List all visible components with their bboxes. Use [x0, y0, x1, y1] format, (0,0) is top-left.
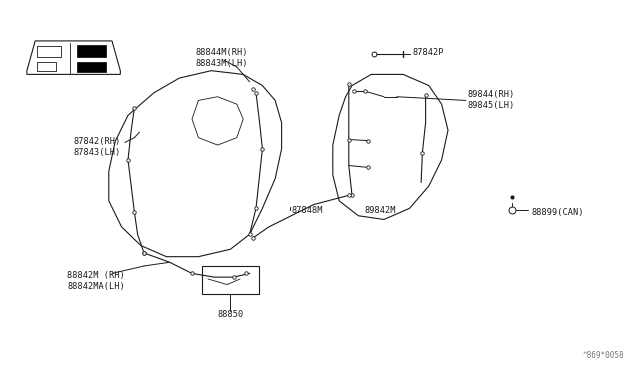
Text: 89844(RH)
89845(LH): 89844(RH) 89845(LH)	[467, 90, 515, 110]
Text: 89842M: 89842M	[365, 206, 396, 215]
Bar	[37, 62, 56, 71]
Text: ^869*0058: ^869*0058	[582, 351, 624, 360]
Bar	[202, 266, 259, 294]
Text: 88842M (RH)
88842MA(LH): 88842M (RH) 88842MA(LH)	[67, 271, 125, 291]
Text: 87848M: 87848M	[291, 206, 323, 215]
Text: 88850: 88850	[217, 310, 244, 319]
Text: 88899(CAN): 88899(CAN)	[531, 208, 584, 217]
Text: 87842(RH)
87843(LH): 87842(RH) 87843(LH)	[74, 137, 121, 157]
Bar	[77, 62, 106, 72]
Text: 88844M(RH)
88843M(LH): 88844M(RH) 88843M(LH)	[195, 48, 248, 68]
Bar	[77, 45, 106, 57]
Text: 87842P: 87842P	[413, 48, 444, 57]
Bar	[37, 46, 61, 57]
